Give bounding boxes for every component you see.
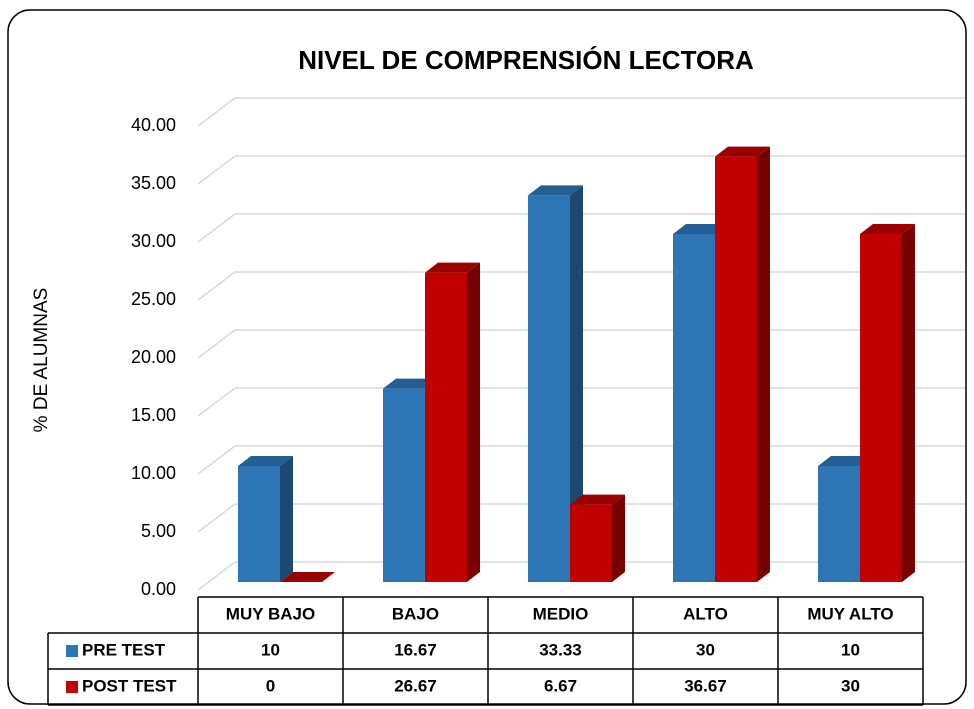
bar-top xyxy=(570,494,625,505)
legend-swatch xyxy=(66,645,78,657)
bar-front xyxy=(818,466,860,582)
y-axis-label: % DE ALUMNAS xyxy=(31,288,52,433)
bar xyxy=(425,262,480,582)
table-cell: 30 xyxy=(696,640,715,659)
y-tick-label: 25.00 xyxy=(131,289,176,309)
bar xyxy=(238,456,293,582)
table-cell: 36.67 xyxy=(684,676,727,695)
bar-side xyxy=(467,262,480,582)
table-cell: 30 xyxy=(841,676,860,695)
x-tick-label: MUY BAJO xyxy=(226,604,315,623)
x-tick-label: ALTO xyxy=(683,604,728,623)
bar-top xyxy=(860,224,915,234)
bar-front xyxy=(238,466,280,582)
table-cell: 26.67 xyxy=(394,676,437,695)
bar-top xyxy=(528,185,583,196)
bar xyxy=(570,494,625,582)
table-cell: 10 xyxy=(841,640,860,659)
legend-label: POST TEST xyxy=(82,676,177,695)
bar-side xyxy=(757,146,770,583)
x-tick-label: BAJO xyxy=(392,604,439,623)
bar xyxy=(860,224,915,582)
y-tick-label: 5.00 xyxy=(141,521,176,541)
bar xyxy=(528,185,583,582)
y-tick-label: 0.00 xyxy=(141,579,176,599)
table-cell: 0 xyxy=(266,676,275,695)
bar-front xyxy=(528,195,570,582)
bar-side xyxy=(902,224,915,582)
y-tick-label: 20.00 xyxy=(131,347,176,367)
x-tick-label: MEDIO xyxy=(533,604,589,623)
chart-title: NIVEL DE COMPRENSIÓN LECTORA xyxy=(298,45,754,75)
bar-top xyxy=(818,456,873,466)
y-tick-label: 10.00 xyxy=(131,463,176,483)
bar-side xyxy=(612,494,625,582)
y-tick-label: 30.00 xyxy=(131,231,176,251)
y-tick-label: 35.00 xyxy=(131,173,176,193)
bar-top xyxy=(425,262,480,273)
bar-front xyxy=(860,234,902,582)
bar-side xyxy=(570,185,583,582)
legend-label: PRE TEST xyxy=(82,640,166,659)
bar-top xyxy=(715,146,770,157)
y-tick-label: 15.00 xyxy=(131,405,176,425)
bar-front xyxy=(570,504,612,582)
table-cell: 16.67 xyxy=(394,640,437,659)
y-tick-label: 40.00 xyxy=(131,115,176,135)
bar-side xyxy=(280,456,293,582)
table-cell: 6.67 xyxy=(544,676,577,695)
bar-front xyxy=(715,156,757,583)
x-tick-label: MUY ALTO xyxy=(807,604,893,623)
table-cell: 10 xyxy=(261,640,280,659)
bar-top xyxy=(383,378,438,389)
bar xyxy=(280,572,335,582)
bar-top xyxy=(673,224,728,234)
bar xyxy=(715,146,770,583)
bar-front xyxy=(673,234,715,582)
bar-top xyxy=(238,456,293,466)
legend-swatch xyxy=(66,681,78,693)
bar-top xyxy=(280,572,335,582)
bar-front xyxy=(425,272,467,582)
grid-line xyxy=(197,97,965,127)
bar-front xyxy=(383,388,425,582)
table-cell: 33.33 xyxy=(539,640,582,659)
